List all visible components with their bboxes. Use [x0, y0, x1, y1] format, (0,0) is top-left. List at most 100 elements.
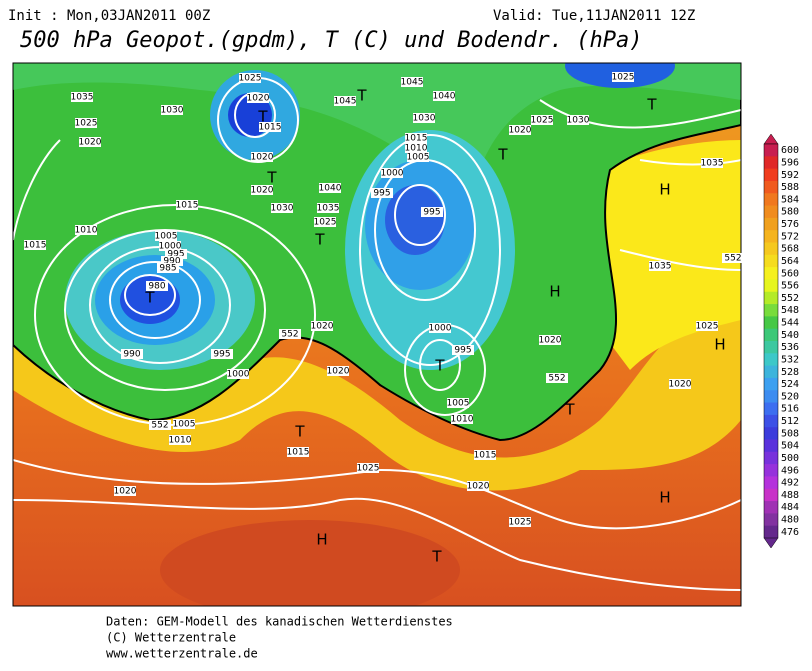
label-background	[227, 369, 249, 379]
label-background	[314, 217, 336, 227]
pressure-label: 1030	[161, 106, 184, 116]
pressure-label: 1025	[357, 464, 380, 474]
label-background	[474, 450, 496, 460]
colorbar-band	[764, 464, 778, 477]
pressure-label: 1020	[251, 153, 274, 163]
pressure-label: 1020	[467, 482, 490, 492]
label-background	[146, 281, 168, 291]
pressure-label: 1010	[75, 226, 98, 236]
colorbar-tick-label: 484	[781, 502, 799, 513]
label-background	[114, 486, 136, 496]
pressure-label: 1015	[259, 123, 282, 133]
label-background	[696, 321, 718, 331]
pressure-center-marker: T	[266, 169, 277, 187]
map-title: 500 hPa Geopot.(gpdm), T (C) und Bodendr…	[20, 28, 643, 53]
label-background	[722, 253, 744, 263]
pressure-label: 1015	[405, 134, 428, 144]
pressure-label: 1010	[169, 436, 192, 446]
colorbar-tick-label: 576	[781, 219, 799, 230]
footer-url: www.wetterzentrale.de	[106, 647, 258, 661]
pressure-label: 552	[281, 330, 298, 340]
label-background	[169, 435, 191, 445]
north-green	[13, 63, 741, 200]
label-background	[531, 115, 553, 125]
colorbar-tick-label: 488	[781, 490, 799, 501]
map-frame	[12, 62, 742, 607]
colorbar-tick-label: 600	[781, 145, 799, 156]
label-background	[509, 517, 531, 527]
pressure-label: 1015	[474, 451, 497, 461]
label-background	[327, 366, 349, 376]
pressure-label: 1020	[509, 126, 532, 136]
label-background	[381, 168, 403, 178]
pressure-center-marker: H	[714, 336, 725, 354]
pressure-label: 1015	[287, 448, 310, 458]
pressure-label: 995	[213, 350, 230, 360]
label-background	[357, 463, 379, 473]
colorbar-frame	[763, 143, 779, 539]
label-background	[211, 349, 233, 359]
pressure-label: 1005	[173, 420, 196, 430]
pressure-label: 1020	[669, 380, 692, 390]
pressure-label: 1020	[539, 336, 562, 346]
colorbar-tick-label: 560	[781, 268, 799, 279]
label-background	[509, 125, 531, 135]
label-background	[319, 183, 341, 193]
init-time: Init : Mon,03JAN2011 00Z	[8, 8, 210, 24]
label-background	[176, 200, 198, 210]
map-labels: 1035102510301025102010201015102010201030…	[24, 72, 744, 566]
label-background	[407, 152, 429, 162]
colorbar-tick-label: 584	[781, 194, 799, 205]
colorbar-band	[764, 390, 778, 404]
label-background	[271, 203, 293, 213]
colorbar-band	[764, 193, 778, 207]
pressure-label: 1020	[114, 487, 137, 497]
pressure-label: 995	[454, 346, 471, 356]
label-background	[159, 241, 181, 251]
label-background	[239, 73, 261, 83]
colorbar-band	[764, 341, 778, 354]
yellow-band	[13, 300, 741, 491]
colorbar-band	[764, 217, 778, 231]
pressure-label: 995	[373, 189, 390, 199]
pressure-label: 1000	[159, 242, 182, 252]
colorbar-band	[764, 304, 778, 317]
label-background	[413, 113, 435, 123]
label-background	[165, 249, 187, 259]
pressure-label: 985	[159, 264, 176, 274]
colorbar-tick-label: 504	[781, 441, 799, 452]
colorbar-tick-label: 524	[781, 379, 799, 390]
label-background	[75, 225, 97, 235]
colorbar-band	[764, 267, 778, 280]
colorbar-band	[764, 279, 778, 293]
colorbar-tick-label: 492	[781, 478, 799, 489]
colorbar-band	[764, 353, 778, 367]
pressure-label: 1010	[405, 144, 428, 154]
label-background	[371, 188, 393, 198]
colorbar-tick-label: 536	[781, 342, 799, 353]
colorbar-band	[764, 156, 778, 170]
pressure-label: 1010	[451, 415, 474, 425]
pressure-label: 1035	[649, 262, 672, 272]
pressure-label: 1005	[407, 153, 430, 163]
label-background	[546, 373, 568, 383]
colorbar-tick-label: 520	[781, 391, 799, 402]
colorbar-tick-label: 568	[781, 244, 799, 255]
footer-source: Daten: GEM-Modell des kanadischen Wetter…	[106, 615, 453, 629]
colorbar-tick-label: 552	[781, 293, 799, 304]
label-background	[317, 203, 339, 213]
colorbar-band	[764, 451, 778, 465]
pressure-label: 1025	[75, 119, 98, 129]
label-background	[612, 72, 634, 82]
pressure-label: 1020	[79, 138, 102, 148]
pressure-center-marker: T	[314, 231, 325, 249]
colorbar-tick-label: 500	[781, 453, 799, 464]
pressure-label: 1045	[401, 78, 424, 88]
colorbar-tick-label: 508	[781, 428, 799, 439]
pressure-center-marker: T	[497, 146, 508, 164]
pressure-center-marker: H	[659, 181, 670, 199]
label-background	[649, 261, 671, 271]
label-background	[447, 398, 469, 408]
colorbar-band	[764, 476, 778, 490]
